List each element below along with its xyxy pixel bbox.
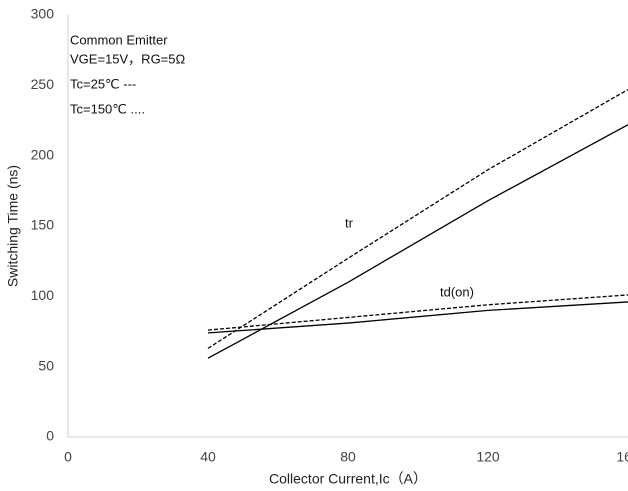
x-tick-label: 0: [64, 449, 72, 465]
annotation: td(on): [440, 284, 474, 299]
x-tick-label: 40: [200, 449, 216, 465]
y-tick-label: 250: [31, 76, 55, 92]
y-tick-label: 150: [31, 217, 55, 233]
x-tick-label: 80: [340, 449, 356, 465]
series-line: [207, 88, 628, 349]
annotation: Common Emitter: [70, 32, 168, 47]
y-tick-label: 50: [38, 357, 54, 373]
x-tick-label: 160: [616, 449, 628, 465]
annotation: Tc=25℃ ---: [70, 76, 136, 91]
y-axis-title: Switching Time (ns): [5, 165, 21, 287]
y-tick-label: 300: [31, 6, 55, 22]
x-tick-label: 120: [476, 449, 500, 465]
annotation: VGE=15V，RG=5Ω: [70, 51, 185, 66]
y-tick-label: 0: [46, 428, 54, 444]
x-axis-title: Collector Current,Ic（A）: [269, 471, 427, 487]
series-line: [207, 294, 628, 331]
annotation: tr: [345, 215, 354, 230]
annotation: Tc=150℃ ....: [70, 101, 145, 116]
series-line: [207, 301, 628, 334]
y-tick-label: 200: [31, 146, 55, 162]
y-tick-label: 100: [31, 287, 55, 303]
series-line: [207, 124, 628, 359]
